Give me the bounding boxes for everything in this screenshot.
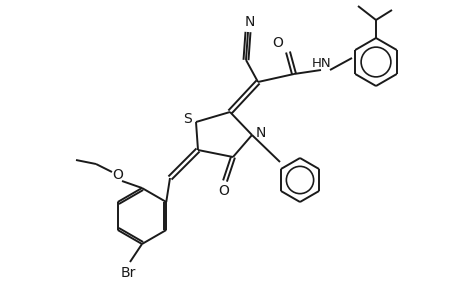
Text: N: N: [244, 15, 255, 29]
Text: O: O: [112, 168, 123, 182]
Text: O: O: [272, 36, 283, 50]
Text: O: O: [218, 184, 229, 198]
Text: S: S: [183, 112, 192, 126]
Text: HN: HN: [312, 56, 331, 70]
Text: N: N: [255, 126, 266, 140]
Text: Br: Br: [120, 266, 135, 280]
